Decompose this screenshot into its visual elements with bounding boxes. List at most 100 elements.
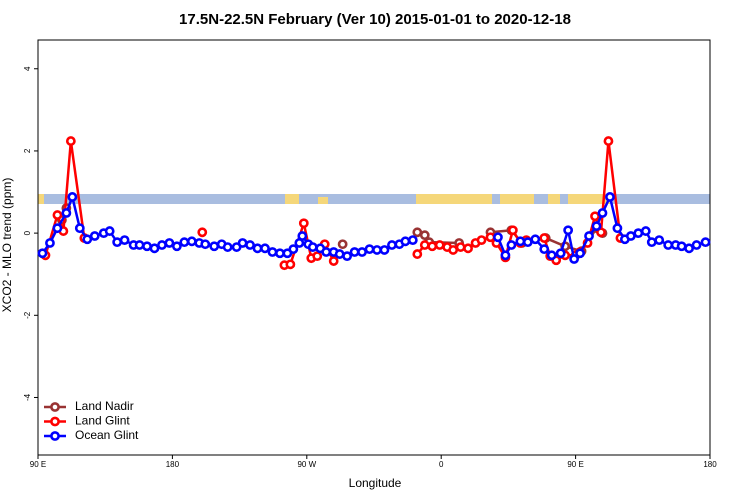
data-point <box>539 244 550 255</box>
data-point <box>691 240 702 250</box>
data-point <box>209 241 220 252</box>
data-point <box>569 254 580 264</box>
legend-label: Land Nadir <box>75 399 134 413</box>
ocean-strip <box>38 194 710 204</box>
legend-marker <box>50 416 60 427</box>
legend-marker <box>50 431 60 441</box>
data-point <box>700 237 711 248</box>
data-point <box>260 243 270 254</box>
data-point <box>67 192 78 202</box>
legend-marker <box>50 402 60 412</box>
data-point <box>539 233 550 243</box>
data-point <box>663 240 674 250</box>
data-point <box>522 237 533 248</box>
data-point <box>387 240 397 250</box>
plot-frame <box>37 39 711 456</box>
land-strip <box>500 194 534 204</box>
legend-label: Land Glint <box>75 414 130 428</box>
data-point <box>419 240 430 250</box>
data-point <box>372 245 382 255</box>
data-point <box>200 239 211 250</box>
data-point <box>596 227 606 238</box>
data-point <box>555 248 566 259</box>
land-strip <box>416 194 492 204</box>
data-point <box>321 247 332 257</box>
data-point <box>134 240 145 250</box>
data-point <box>427 241 438 252</box>
data-point <box>379 245 390 255</box>
data-point <box>197 227 208 238</box>
data-point <box>337 239 348 250</box>
data-point <box>186 236 197 247</box>
data-point <box>590 211 600 222</box>
data-point <box>142 241 152 252</box>
x-tick-label: 90 E <box>567 460 583 469</box>
data-point <box>89 231 100 241</box>
data-point <box>275 248 285 259</box>
data-point <box>563 225 574 236</box>
data-point <box>448 245 459 255</box>
data-point <box>575 248 585 259</box>
data-point <box>285 259 296 270</box>
land-strip <box>285 194 299 204</box>
data-point <box>646 237 657 248</box>
data-point <box>157 240 167 250</box>
data-point <box>476 235 487 246</box>
legend-label: Ocean Glint <box>75 428 139 442</box>
data-point <box>412 249 423 259</box>
data-point <box>654 235 665 246</box>
data-point <box>407 235 418 246</box>
data-point <box>37 248 48 259</box>
data-point <box>493 232 503 243</box>
data-point <box>297 231 308 241</box>
x-tick-label: 90 E <box>30 460 46 469</box>
data-point <box>82 234 93 245</box>
data-point <box>149 243 160 254</box>
data-point <box>625 231 636 241</box>
data-point <box>164 238 175 248</box>
data-point <box>237 238 248 248</box>
chart-title: 17.5N-22.5N February (Ver 10) 2015-01-01… <box>179 11 571 28</box>
data-point <box>61 208 72 218</box>
data-point <box>74 223 85 234</box>
data-point <box>112 237 123 248</box>
data-point <box>546 250 557 261</box>
x-tick-label: 0 <box>439 460 444 469</box>
land-strip <box>548 194 560 204</box>
data-point <box>412 227 423 238</box>
land-strip <box>38 194 44 204</box>
data-point <box>104 226 115 236</box>
data-point <box>463 243 473 254</box>
data-point <box>342 251 353 262</box>
data-point <box>434 240 445 250</box>
data-point <box>455 242 466 252</box>
data-point <box>612 223 623 234</box>
y-tick-label: -4 <box>23 393 32 401</box>
data-point <box>640 226 651 236</box>
data-point <box>633 228 644 239</box>
data-point <box>676 241 687 252</box>
land-strip <box>568 194 610 204</box>
data-point <box>357 247 367 257</box>
data-point <box>65 136 76 146</box>
data-point <box>307 242 318 252</box>
y-tick-label: -2 <box>23 311 32 319</box>
data-point <box>298 218 309 229</box>
x-tick-label: 180 <box>703 460 717 469</box>
data-point <box>52 223 63 234</box>
data-point <box>288 244 299 255</box>
data-point <box>684 243 694 254</box>
y-tick-label: 0 <box>23 230 32 235</box>
x-tick-label: 180 <box>166 460 180 469</box>
data-point <box>245 240 255 250</box>
x-tick-label: 90 W <box>297 460 316 469</box>
data-point <box>603 136 614 146</box>
data-point <box>171 241 182 252</box>
data-point <box>500 250 511 261</box>
y-axis-label: XCO2 - MLO trend (ppm) <box>0 178 14 313</box>
data-point <box>400 236 411 247</box>
data-point <box>530 234 541 245</box>
data-point <box>507 225 518 236</box>
data-point <box>312 251 323 262</box>
